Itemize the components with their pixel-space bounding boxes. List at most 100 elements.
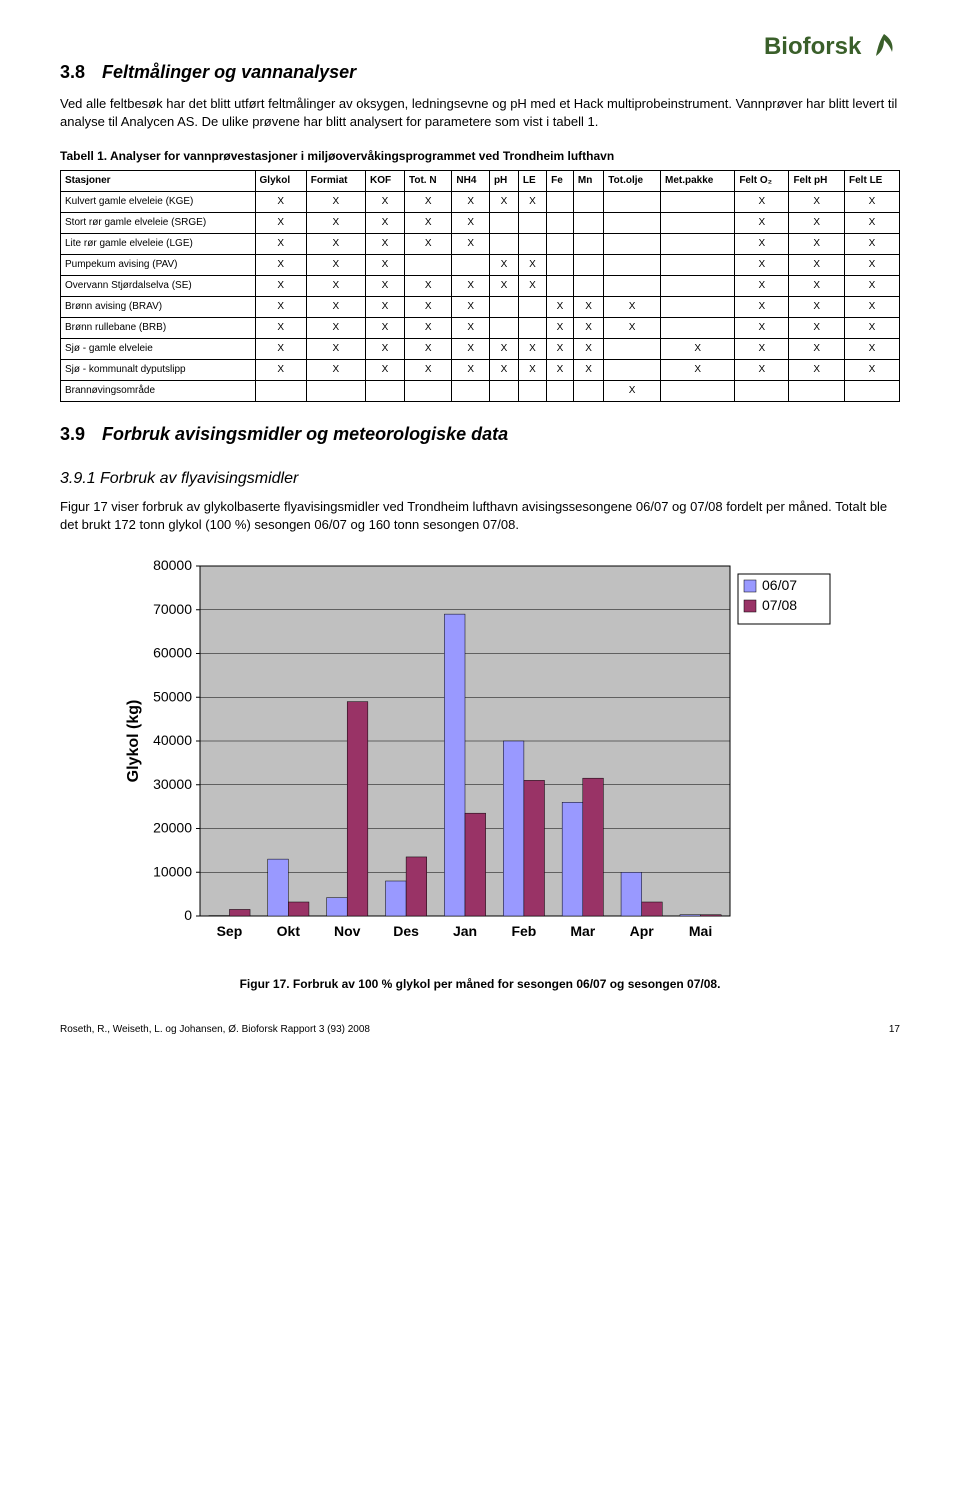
- table-cell: X: [306, 360, 365, 381]
- table-cell: X: [845, 276, 900, 297]
- table-cell: [604, 234, 661, 255]
- svg-text:Mai: Mai: [689, 923, 712, 939]
- svg-text:50000: 50000: [153, 689, 192, 705]
- table-cell: X: [489, 276, 518, 297]
- table-cell: [452, 255, 490, 276]
- table-cell: X: [735, 360, 789, 381]
- svg-text:07/08: 07/08: [762, 597, 797, 613]
- table-cell: [661, 276, 735, 297]
- svg-text:Glykol (kg): Glykol (kg): [125, 700, 142, 783]
- table-cell: [489, 234, 518, 255]
- svg-text:Des: Des: [393, 923, 419, 939]
- table-cell: [404, 381, 451, 402]
- table-cell: X: [518, 192, 546, 213]
- table-header: pH: [489, 171, 518, 192]
- svg-text:06/07: 06/07: [762, 577, 797, 593]
- table-cell: X: [547, 339, 574, 360]
- table-cell: X: [255, 297, 306, 318]
- table-cell: X: [306, 255, 365, 276]
- table-header: NH4: [452, 171, 490, 192]
- table-cell: X: [452, 318, 490, 339]
- table-cell: X: [789, 213, 845, 234]
- table-row: Sjø - gamle elveleieXXXXXXXXXXXXX: [61, 339, 900, 360]
- table-header: KOF: [365, 171, 404, 192]
- table-cell: Stort rør gamle elveleie (SRGE): [61, 213, 256, 234]
- svg-text:60000: 60000: [153, 645, 192, 661]
- table-cell: X: [845, 213, 900, 234]
- table-cell: X: [255, 339, 306, 360]
- table-cell: X: [365, 339, 404, 360]
- table-header: Tot.olje: [604, 171, 661, 192]
- table-row: Stort rør gamle elveleie (SRGE)XXXXXXXX: [61, 213, 900, 234]
- table-cell: [661, 297, 735, 318]
- table-cell: X: [735, 297, 789, 318]
- table-cell: X: [489, 192, 518, 213]
- table-cell: X: [306, 276, 365, 297]
- table-cell: X: [547, 297, 574, 318]
- table-cell: [661, 234, 735, 255]
- table-header: Fe: [547, 171, 574, 192]
- table-row: Brønn avising (BRAV)XXXXXXXXXXX: [61, 297, 900, 318]
- table-cell: X: [306, 213, 365, 234]
- table-cell: Overvann Stjørdalselva (SE): [61, 276, 256, 297]
- table-cell: X: [306, 318, 365, 339]
- table-cell: X: [518, 360, 546, 381]
- figure-17-caption: Figur 17. Forbruk av 100 % glykol per må…: [60, 976, 900, 993]
- table-cell: [604, 192, 661, 213]
- table-cell: X: [845, 255, 900, 276]
- tabell1-caption: Tabell 1. Analyser for vannprøvestasjone…: [60, 148, 900, 165]
- table-cell: [518, 234, 546, 255]
- table-cell: X: [404, 234, 451, 255]
- footer-citation: Roseth, R., Weiseth, L. og Johansen, Ø. …: [60, 1023, 370, 1037]
- table-cell: X: [452, 360, 490, 381]
- table-cell: X: [845, 339, 900, 360]
- table-cell: [735, 381, 789, 402]
- table-cell: [452, 381, 490, 402]
- section-3-8-heading: 3.8 Feltmålinger og vannanalyser: [60, 60, 900, 85]
- table-cell: X: [845, 318, 900, 339]
- table-cell: X: [789, 318, 845, 339]
- table-cell: [661, 192, 735, 213]
- table-cell: X: [789, 360, 845, 381]
- table-cell: [573, 192, 603, 213]
- table-header: Mn: [573, 171, 603, 192]
- table-cell: X: [789, 255, 845, 276]
- svg-text:10000: 10000: [153, 864, 192, 880]
- table-cell: [365, 381, 404, 402]
- table-cell: X: [518, 255, 546, 276]
- table-cell: X: [306, 234, 365, 255]
- table-cell: [547, 213, 574, 234]
- table-cell: X: [789, 234, 845, 255]
- svg-text:20000: 20000: [153, 820, 192, 836]
- table-row: Overvann Stjørdalselva (SE)XXXXXXXXXX: [61, 276, 900, 297]
- table-cell: X: [404, 192, 451, 213]
- table-cell: X: [518, 276, 546, 297]
- table-cell: X: [306, 297, 365, 318]
- table-cell: X: [845, 297, 900, 318]
- table-cell: X: [255, 276, 306, 297]
- svg-text:Mar: Mar: [570, 923, 595, 939]
- section-3-9-heading: 3.9 Forbruk avisingsmidler og meteorolog…: [60, 422, 900, 447]
- table-cell: [573, 381, 603, 402]
- table-cell: X: [365, 318, 404, 339]
- table-cell: X: [452, 192, 490, 213]
- table-cell: X: [365, 192, 404, 213]
- table-cell: [518, 297, 546, 318]
- table-cell: X: [547, 318, 574, 339]
- svg-text:Feb: Feb: [511, 923, 536, 939]
- table-header: LE: [518, 171, 546, 192]
- table-cell: X: [604, 381, 661, 402]
- table-cell: [489, 318, 518, 339]
- table-cell: X: [661, 339, 735, 360]
- table-cell: [604, 276, 661, 297]
- table-cell: X: [735, 339, 789, 360]
- table-cell: X: [452, 213, 490, 234]
- table-cell: X: [365, 276, 404, 297]
- table-cell: X: [452, 339, 490, 360]
- table-cell: Brønn avising (BRAV): [61, 297, 256, 318]
- svg-text:Okt: Okt: [277, 923, 301, 939]
- table-cell: X: [404, 276, 451, 297]
- table-cell: X: [735, 234, 789, 255]
- svg-text:Sep: Sep: [217, 923, 243, 939]
- table-cell: [661, 213, 735, 234]
